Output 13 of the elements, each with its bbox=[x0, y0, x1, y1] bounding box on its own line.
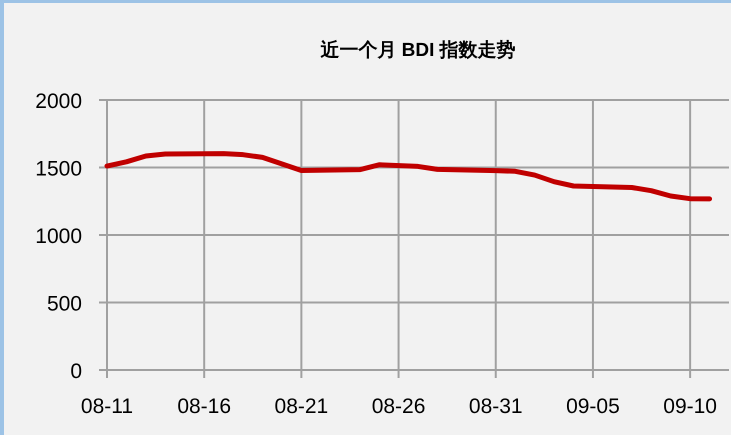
y-tick-label: 2000 bbox=[35, 90, 82, 113]
x-tick-label: 09-05 bbox=[566, 395, 620, 418]
y-tick-label: 0 bbox=[70, 360, 82, 383]
x-tick-label: 08-11 bbox=[80, 395, 134, 418]
x-tick-label: 09-10 bbox=[663, 395, 717, 418]
y-tick-label: 500 bbox=[46, 292, 82, 316]
y-tick-label: 1000 bbox=[35, 225, 82, 248]
x-tick-label: 08-16 bbox=[177, 395, 232, 418]
x-tick-label: 08-26 bbox=[372, 395, 426, 418]
chart-title: 近一个月 BDI 指数走势 bbox=[319, 39, 516, 61]
x-tick-label: 08-21 bbox=[274, 395, 328, 418]
y-tick-label: 1500 bbox=[35, 158, 82, 180]
x-tick-label: 08-31 bbox=[468, 395, 523, 418]
